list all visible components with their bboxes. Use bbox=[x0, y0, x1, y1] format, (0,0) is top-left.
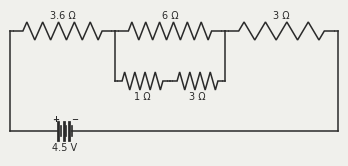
Text: 6 Ω: 6 Ω bbox=[162, 11, 178, 21]
Text: 1 Ω: 1 Ω bbox=[134, 92, 151, 102]
Text: −: − bbox=[71, 115, 78, 124]
Text: +: + bbox=[52, 115, 59, 124]
Text: 3.6 Ω: 3.6 Ω bbox=[50, 11, 76, 21]
Text: 4.5 V: 4.5 V bbox=[53, 143, 78, 153]
Text: 3 Ω: 3 Ω bbox=[189, 92, 206, 102]
Text: 3 Ω: 3 Ω bbox=[273, 11, 290, 21]
